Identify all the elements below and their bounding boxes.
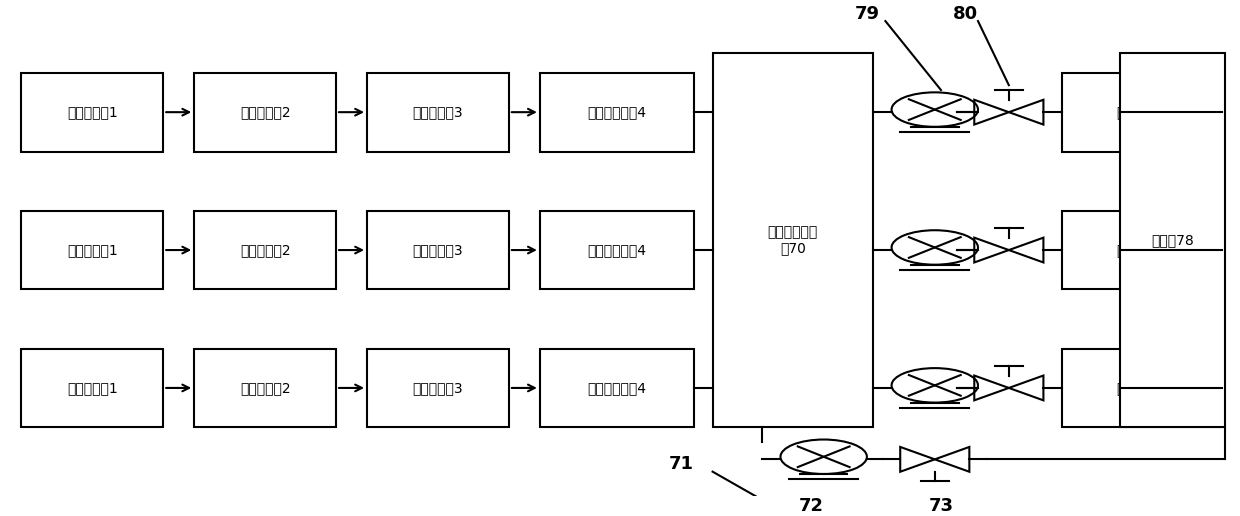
FancyBboxPatch shape bbox=[195, 348, 336, 427]
Text: 72: 72 bbox=[799, 497, 823, 515]
Text: 矿井水处理机
构70: 矿井水处理机 构70 bbox=[768, 225, 818, 255]
FancyBboxPatch shape bbox=[367, 73, 508, 152]
Text: 外环污水仓3: 外环污水仓3 bbox=[413, 381, 464, 395]
Text: 内环污水仓2: 内环污水仓2 bbox=[239, 381, 290, 395]
Text: 水处理分水仓4: 水处理分水仓4 bbox=[588, 243, 646, 257]
Text: 内环污水仓2: 内环污水仓2 bbox=[239, 105, 290, 119]
Text: 水砂分离器1: 水砂分离器1 bbox=[67, 381, 118, 395]
FancyBboxPatch shape bbox=[367, 348, 508, 427]
FancyBboxPatch shape bbox=[21, 211, 164, 289]
Text: 内环污水仓2: 内环污水仓2 bbox=[239, 243, 290, 257]
Text: 出水水仓10: 出水水仓10 bbox=[1116, 381, 1168, 395]
FancyBboxPatch shape bbox=[367, 211, 508, 289]
FancyBboxPatch shape bbox=[195, 73, 336, 152]
Text: 水处理分水仓4: 水处理分水仓4 bbox=[588, 381, 646, 395]
FancyBboxPatch shape bbox=[1061, 73, 1223, 152]
Text: 水砂分离器1: 水砂分离器1 bbox=[67, 243, 118, 257]
FancyBboxPatch shape bbox=[21, 73, 164, 152]
Text: 出水水仓10: 出水水仓10 bbox=[1116, 243, 1168, 257]
FancyBboxPatch shape bbox=[1120, 53, 1225, 427]
Text: 80: 80 bbox=[954, 5, 978, 23]
FancyBboxPatch shape bbox=[1061, 211, 1223, 289]
Text: 出水水仓10: 出水水仓10 bbox=[1116, 105, 1168, 119]
FancyBboxPatch shape bbox=[539, 211, 694, 289]
Text: 71: 71 bbox=[670, 455, 694, 473]
Text: 外环污水仓3: 外环污水仓3 bbox=[413, 243, 464, 257]
FancyBboxPatch shape bbox=[21, 348, 164, 427]
Text: 79: 79 bbox=[854, 5, 879, 23]
Text: 73: 73 bbox=[929, 497, 954, 515]
Text: 水处理分水仓4: 水处理分水仓4 bbox=[588, 105, 646, 119]
FancyBboxPatch shape bbox=[1061, 348, 1223, 427]
FancyBboxPatch shape bbox=[195, 211, 336, 289]
Text: 储水仓78: 储水仓78 bbox=[1151, 233, 1194, 247]
Text: 外环污水仓3: 外环污水仓3 bbox=[413, 105, 464, 119]
FancyBboxPatch shape bbox=[713, 53, 873, 427]
Text: 水砂分离器1: 水砂分离器1 bbox=[67, 105, 118, 119]
FancyBboxPatch shape bbox=[539, 348, 694, 427]
FancyBboxPatch shape bbox=[539, 73, 694, 152]
